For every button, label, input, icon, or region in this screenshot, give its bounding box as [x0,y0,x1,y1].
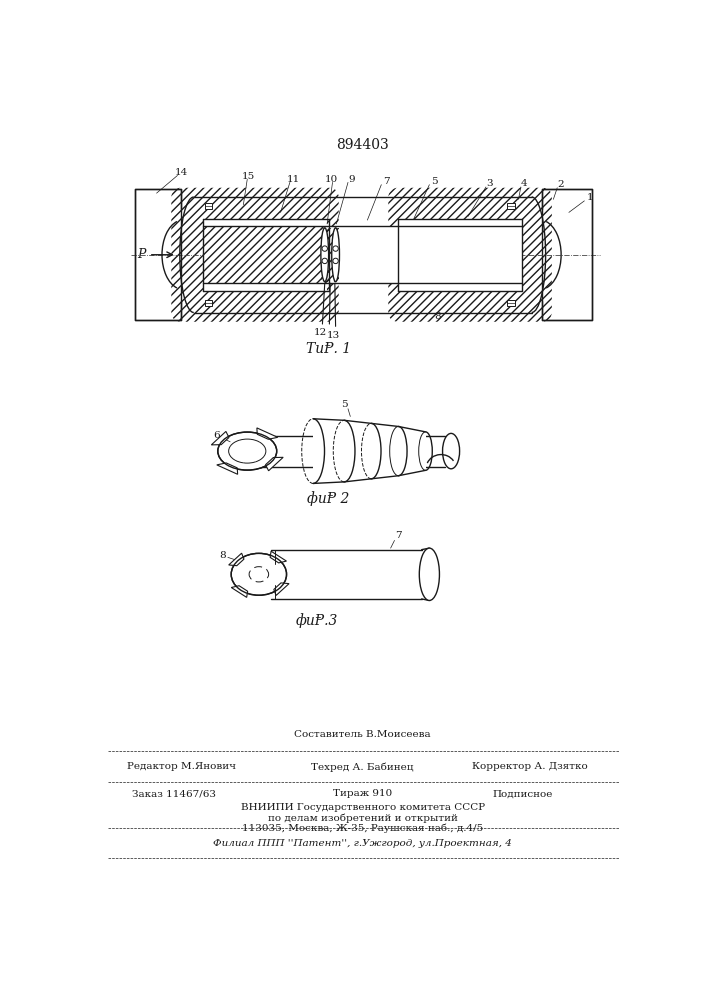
Polygon shape [135,189,182,320]
FancyBboxPatch shape [170,188,555,322]
Bar [329,226,522,283]
Bar [204,300,212,306]
Circle shape [322,246,327,251]
Polygon shape [257,428,278,439]
Bar [313,419,426,483]
Bar [204,203,212,209]
Text: 15: 15 [243,172,255,181]
Text: ΤиⱣ. 1: ΤиⱣ. 1 [306,342,351,356]
Text: 5: 5 [431,177,438,186]
Text: 5: 5 [341,400,347,409]
Bar [271,550,421,599]
Text: 13: 13 [327,331,340,340]
Text: 4: 4 [520,179,527,188]
Polygon shape [231,586,247,597]
Text: 7: 7 [395,531,402,540]
Bar [203,219,327,291]
Ellipse shape [419,548,440,600]
Text: 11: 11 [286,175,300,184]
Polygon shape [211,431,229,445]
Text: 6: 6 [213,431,220,440]
Text: Корректор А. Дзятко: Корректор А. Дзятко [472,762,588,771]
Polygon shape [266,457,284,471]
Ellipse shape [249,567,269,582]
Text: P: P [137,248,145,261]
Bar [321,228,339,282]
Polygon shape [270,551,286,563]
Text: ВНИИПИ Государственного комитета СССР: ВНИИПИ Государственного комитета СССР [240,803,485,812]
Ellipse shape [332,228,339,282]
Ellipse shape [231,553,286,595]
Circle shape [333,258,339,264]
Text: Редактор М.Янович: Редактор М.Янович [127,762,236,771]
Text: Филиал ППП ''Патент'', г.Ужгород, ул.Проектная, 4: Филиал ППП ''Патент'', г.Ужгород, ул.Про… [214,839,512,848]
Ellipse shape [321,228,329,282]
Bar [255,436,445,466]
Text: фиⱣ.3: фиⱣ.3 [296,613,338,628]
Text: 8: 8 [219,551,226,560]
Text: Заказ 11467/63: Заказ 11467/63 [132,789,216,798]
Text: 12: 12 [313,328,327,337]
Text: 14: 14 [175,168,188,177]
Bar [203,226,329,283]
Text: 2: 2 [558,180,564,189]
Text: 10: 10 [325,175,339,184]
Bar [398,219,522,291]
Text: Подписное: Подписное [492,789,553,798]
Circle shape [322,258,327,264]
Polygon shape [217,463,238,474]
Text: 113035, Москва, Ж-35, Раушская наб., д.4/5: 113035, Москва, Ж-35, Раушская наб., д.4… [242,824,484,833]
Text: фиⱣ 2: фиⱣ 2 [308,491,350,506]
Circle shape [333,246,339,251]
Ellipse shape [218,432,276,470]
Polygon shape [228,553,244,566]
Polygon shape [274,583,289,595]
Bar [507,203,515,209]
Ellipse shape [443,433,460,469]
Text: 3: 3 [486,179,493,188]
Text: Тираж 910: Тираж 910 [333,789,392,798]
Bar [507,300,515,306]
Polygon shape [542,189,592,320]
Text: по делам изобретений и открытий: по делам изобретений и открытий [268,814,457,823]
Text: Техред А. Бабинец: Техред А. Бабинец [312,762,414,772]
Text: 9: 9 [349,175,355,184]
Text: Составитель В.Моисеева: Составитель В.Моисеева [294,730,431,739]
Text: 7: 7 [382,177,390,186]
Text: 8: 8 [434,312,440,321]
Text: 894403: 894403 [337,138,389,152]
Text: 1: 1 [588,192,594,202]
